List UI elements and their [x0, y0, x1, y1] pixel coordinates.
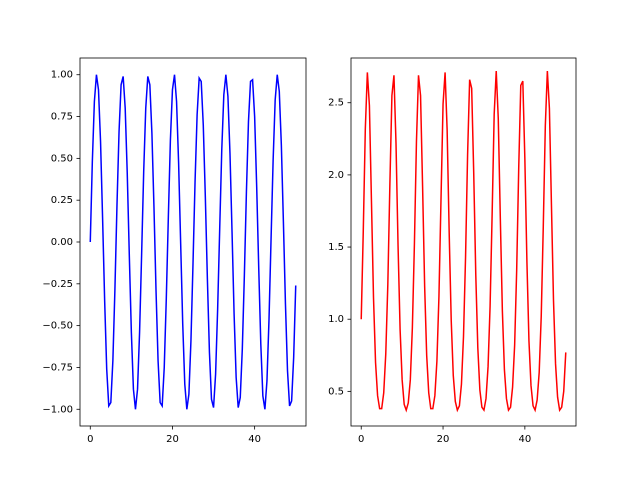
x-tick-label: 0	[87, 434, 93, 445]
x-tick-label: 20	[166, 434, 179, 445]
y-tick-label: 0.25	[51, 195, 73, 206]
x-tick-label: 0	[358, 434, 364, 445]
x-tick-label: 20	[437, 434, 450, 445]
y-tick-label: 0.75	[51, 112, 73, 123]
y-tick-label: 1.00	[51, 70, 73, 81]
y-tick-label: 2.0	[328, 170, 344, 181]
x-tick-label: 40	[518, 434, 531, 445]
y-tick-label: −1.00	[42, 404, 73, 415]
y-tick-label: −0.50	[42, 321, 73, 332]
y-tick-label: 0.5	[328, 386, 344, 397]
y-tick-label: 1.0	[328, 314, 344, 325]
axes-frame	[350, 57, 577, 427]
y-tick-label: 0.00	[51, 237, 73, 248]
y-tick-label: 1.5	[328, 242, 344, 253]
y-tick-label: 0.50	[51, 153, 73, 164]
y-tick-label: −0.25	[42, 279, 73, 290]
data-line	[89, 74, 297, 410]
y-tick-label: 2.5	[328, 98, 344, 109]
x-tick-label: 40	[248, 434, 261, 445]
y-tick-label: −0.75	[42, 362, 73, 373]
data-line	[360, 70, 567, 413]
